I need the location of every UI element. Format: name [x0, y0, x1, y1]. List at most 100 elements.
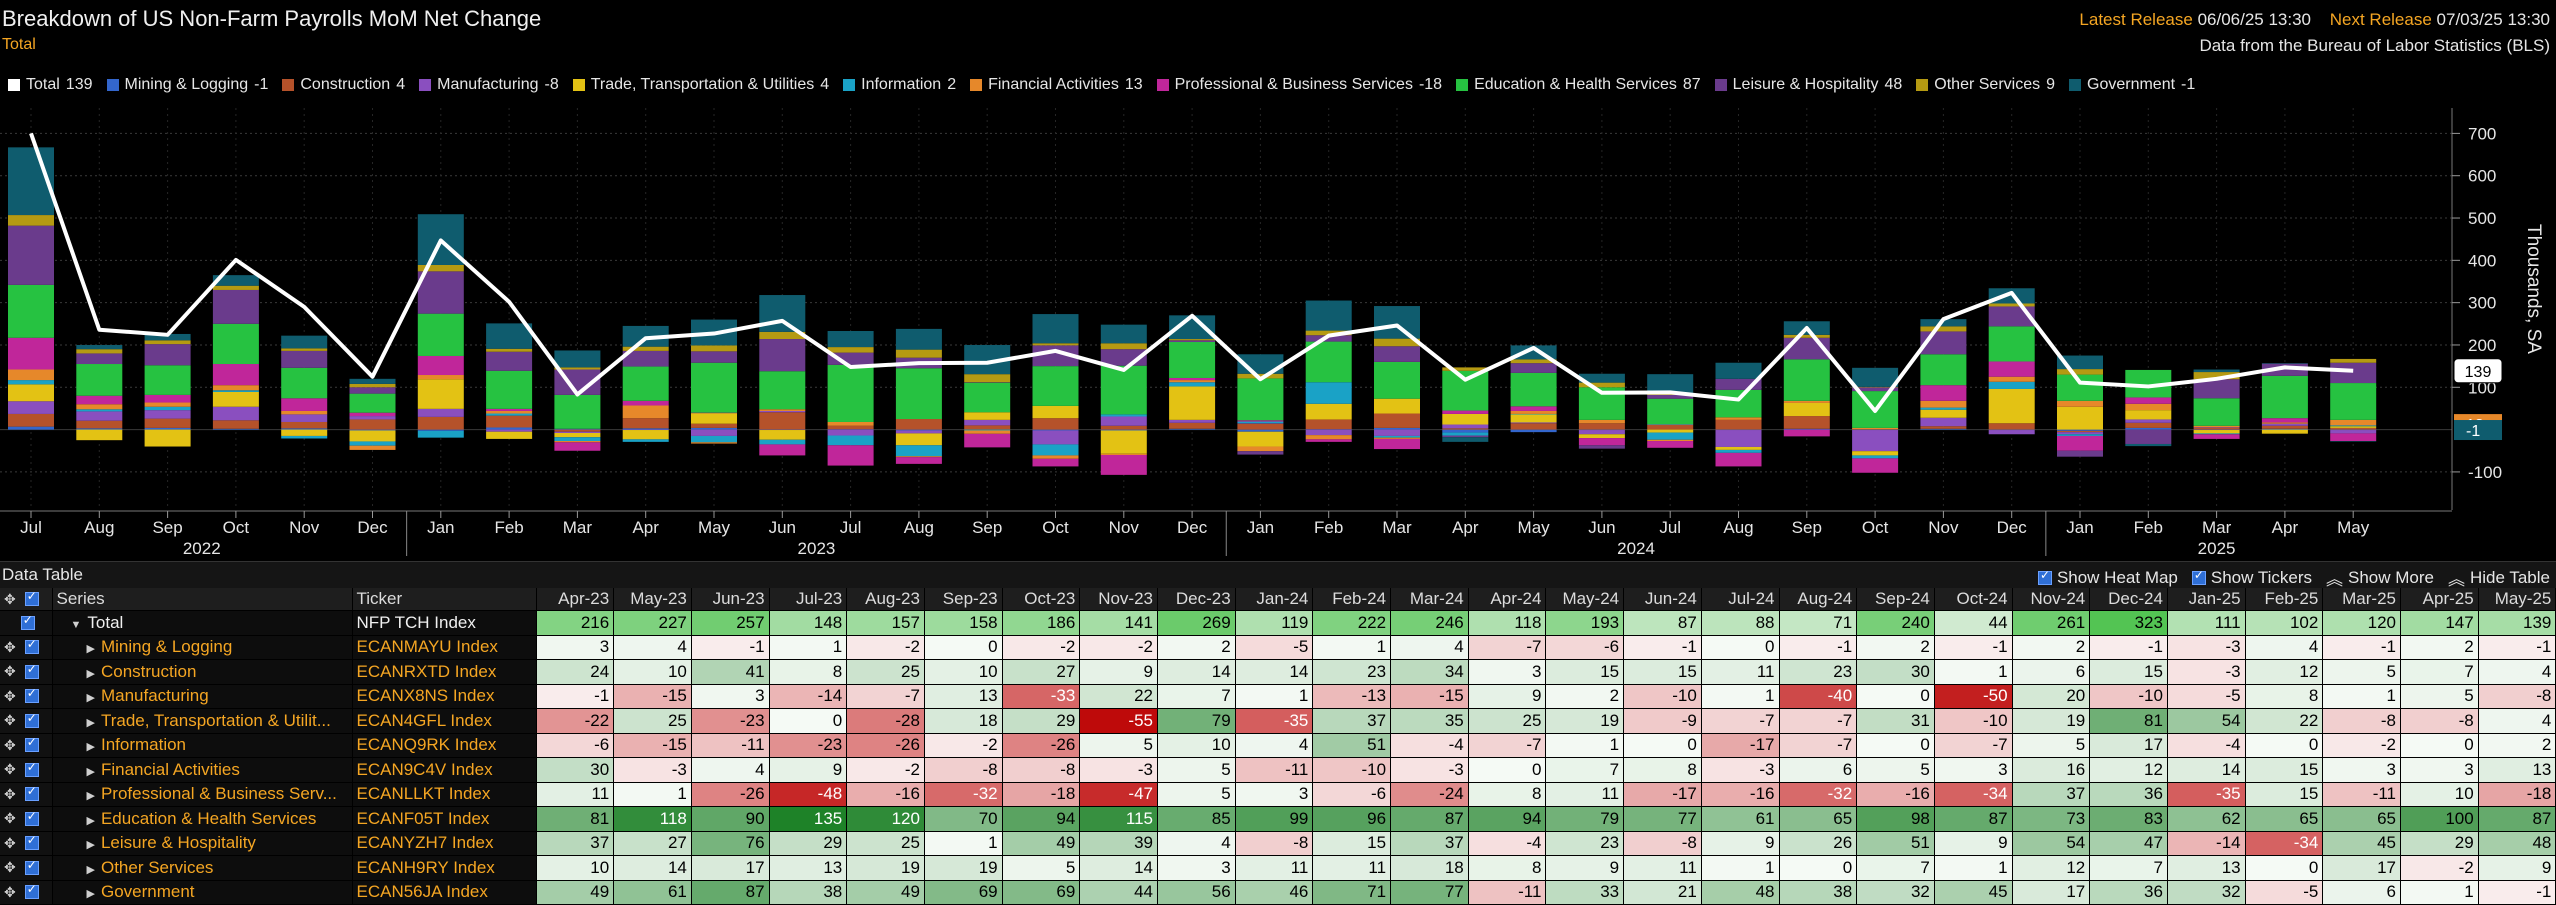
table-row[interactable]: ✥ ▶ Trade, Transportation & Utilit... ECAN4…: [0, 708, 2556, 734]
expand-right-icon[interactable]: ▶: [86, 741, 95, 754]
ticker-cell[interactable]: ECAN4GFL Index: [352, 708, 537, 734]
show-tickers-toggle[interactable]: Show Tickers: [2191, 565, 2312, 590]
row-checkbox[interactable]: [24, 833, 39, 851]
col-header-month[interactable]: Apr-25: [2400, 588, 2479, 611]
expand-right-icon[interactable]: ▶: [86, 692, 95, 705]
series-name-cell[interactable]: ▶ Leisure & Hospitality: [52, 831, 353, 856]
legend-item[interactable]: Manufacturing -8: [419, 76, 559, 94]
move-icon[interactable]: ✥: [4, 687, 16, 704]
col-header-month[interactable]: Jun-24: [1623, 588, 1702, 611]
col-header-month[interactable]: May-24: [1545, 588, 1625, 611]
legend-item[interactable]: Professional & Business Services -18: [1156, 76, 1442, 94]
col-header-month[interactable]: Nov-24: [2012, 588, 2091, 611]
expand-right-icon[interactable]: ▶: [86, 863, 95, 876]
expand-right-icon[interactable]: ▶: [86, 839, 95, 852]
ticker-cell[interactable]: ECANF05T Index: [352, 806, 537, 832]
row-checkbox[interactable]: [24, 760, 39, 777]
expand-right-icon[interactable]: ▶: [86, 888, 95, 901]
col-header-month[interactable]: Sep-23: [924, 588, 1003, 611]
col-header-month[interactable]: Aug-23: [846, 588, 925, 611]
expand-down-icon[interactable]: ▼: [70, 618, 82, 631]
hide-table-button[interactable]: ︽ Hide Table: [2448, 565, 2550, 590]
ticker-cell[interactable]: ECANMAYU Index: [352, 635, 537, 660]
row-checkbox[interactable]: [24, 711, 39, 728]
legend-item[interactable]: Other Services 9: [1916, 76, 2055, 94]
show-heat-map-toggle[interactable]: Show Heat Map: [2037, 565, 2178, 590]
col-header-month[interactable]: Dec-23: [1157, 588, 1236, 611]
col-header-ticker[interactable]: Ticker: [352, 588, 537, 611]
col-header-month[interactable]: Sep-24: [1856, 588, 1935, 611]
legend-item[interactable]: Trade, Transportation & Utilities 4: [572, 76, 829, 94]
col-header-month[interactable]: Aug-24: [1779, 588, 1858, 611]
row-checkbox[interactable]: [24, 882, 39, 900]
col-header-month[interactable]: Jun-23: [691, 588, 770, 611]
series-name-cell[interactable]: ▶ Government: [52, 880, 353, 905]
series-name-cell[interactable]: ▶ Trade, Transportation & Utilit...: [52, 708, 353, 734]
col-header-month[interactable]: Nov-23: [1079, 588, 1158, 611]
table-row[interactable]: ▼ Total NFP TCH Index216227257148157158186…: [0, 610, 2556, 636]
col-header-month[interactable]: May-23: [613, 588, 692, 611]
legend-item[interactable]: Information 2: [843, 76, 956, 94]
row-checkbox[interactable]: [24, 637, 39, 655]
series-name-cell[interactable]: ▶ Information: [52, 733, 353, 758]
row-checkbox[interactable]: [24, 735, 39, 753]
show-more-button[interactable]: ︽ Show More: [2326, 565, 2434, 590]
col-header-month[interactable]: Oct-23: [1002, 588, 1081, 611]
series-name-cell[interactable]: ▶ Professional & Business Serv...: [52, 782, 353, 807]
move-icon[interactable]: ✥: [4, 712, 16, 729]
col-header-month[interactable]: Oct-24: [1934, 588, 2013, 611]
ticker-cell[interactable]: ECANQ9RK Index: [352, 733, 537, 758]
move-icon[interactable]: ✥: [4, 590, 16, 607]
col-header-month[interactable]: Feb-24: [1312, 588, 1392, 611]
col-header-month[interactable]: Mar-24: [1390, 588, 1469, 611]
ticker-cell[interactable]: ECAN56JA Index: [352, 880, 537, 905]
row-checkbox[interactable]: [24, 784, 39, 802]
move-icon[interactable]: ✥: [4, 663, 16, 680]
legend-item[interactable]: Education & Health Services 87: [1456, 76, 1701, 94]
ticker-cell[interactable]: ECAN9C4V Index: [352, 757, 537, 783]
col-header-series[interactable]: Series: [52, 588, 353, 611]
expand-right-icon[interactable]: ▶: [86, 765, 95, 778]
ticker-cell[interactable]: ECANX8NS Index: [352, 684, 537, 709]
col-header-month[interactable]: Dec-24: [2089, 588, 2168, 611]
series-name-cell[interactable]: ▶ Manufacturing: [52, 684, 353, 709]
expand-right-icon[interactable]: ▶: [86, 643, 95, 656]
move-icon[interactable]: [4, 615, 12, 631]
legend-item[interactable]: Leisure & Hospitality 48: [1714, 76, 1902, 94]
move-icon[interactable]: ✥: [4, 736, 16, 753]
series-name-cell[interactable]: ▶ Financial Activities: [52, 757, 353, 783]
legend-item[interactable]: Financial Activities 13: [970, 76, 1143, 94]
col-header-month[interactable]: Jul-24: [1701, 588, 1780, 611]
col-header-month[interactable]: May-25: [2478, 588, 2556, 611]
series-name-cell[interactable]: ▶ Mining & Logging: [52, 635, 353, 660]
expand-right-icon[interactable]: ▶: [86, 667, 95, 680]
ticker-cell[interactable]: ECANRXTD Index: [352, 659, 537, 685]
col-header-month[interactable]: Jul-23: [769, 588, 848, 611]
row-checkbox[interactable]: [24, 858, 39, 875]
ticker-cell[interactable]: ECANYZH7 Index: [352, 831, 537, 856]
series-name-cell[interactable]: ▼ Total: [52, 610, 353, 636]
ticker-cell[interactable]: ECANH9RY Index: [352, 855, 537, 881]
series-name-cell[interactable]: ▶ Other Services: [52, 855, 353, 881]
legend-item[interactable]: Construction 4: [282, 76, 405, 94]
row-checkbox[interactable]: [20, 613, 35, 630]
col-header-month[interactable]: Jan-24: [1235, 588, 1314, 611]
table-row[interactable]: ✥ ▶ Education & Health Services ECANF05T In…: [0, 806, 2556, 832]
expand-right-icon[interactable]: ▶: [86, 716, 95, 729]
move-icon[interactable]: ✥: [4, 810, 16, 827]
series-name-cell[interactable]: ▶ Education & Health Services: [52, 806, 353, 832]
legend-item[interactable]: Government -1: [2069, 76, 2195, 94]
expand-right-icon[interactable]: ▶: [86, 814, 95, 827]
move-icon[interactable]: ✥: [4, 859, 16, 876]
legend-item[interactable]: Total 139: [8, 76, 93, 94]
series-name-cell[interactable]: ▶ Construction: [52, 659, 353, 685]
col-header-month[interactable]: Jan-25: [2167, 588, 2246, 611]
select-all-checkbox[interactable]: [24, 589, 39, 606]
row-checkbox[interactable]: [24, 686, 39, 704]
